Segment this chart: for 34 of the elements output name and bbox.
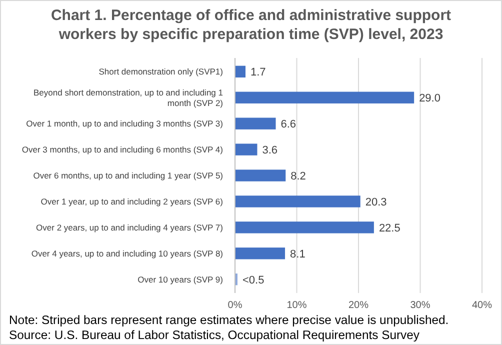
y-tick-label: Short demonstration only (SVP1) xyxy=(98,66,224,77)
bar xyxy=(235,196,360,208)
bar xyxy=(235,222,374,234)
y-tick-label: Over 1 year, up to and including 2 years (SVP 6) xyxy=(40,196,224,206)
bar xyxy=(235,170,286,182)
bar xyxy=(235,248,286,260)
x-tick-label: 30% xyxy=(410,300,430,311)
y-tick-label: Beyond short demonstration, up to and including 1 month (SVP 2) xyxy=(34,87,224,108)
bar xyxy=(235,92,414,104)
data-label: 6.6 xyxy=(280,118,296,131)
data-label: 1.7 xyxy=(250,66,266,79)
data-label: 22.5 xyxy=(378,222,400,234)
y-tick-label: Over 1 month, up to and including 3 months (SVP 3) xyxy=(26,118,224,129)
data-label: 8.1 xyxy=(290,248,306,260)
x-tick-label: 20% xyxy=(348,300,369,311)
x-tick-label: 10% xyxy=(286,300,307,311)
y-tick-label: Over 2 years, up to and including 4 years (SVP 7) xyxy=(36,222,224,232)
source-note: Source: U.S. Bureau of Labor Statistics, Occupational Requirements Survey xyxy=(9,328,420,342)
data-label: 20.3 xyxy=(365,196,387,208)
bar xyxy=(235,144,258,156)
data-label: <0.5 xyxy=(242,274,264,286)
x-tick-label: 0% xyxy=(228,300,242,311)
y-tick-label: Over 10 years (SVP 9) xyxy=(138,274,224,284)
data-label: 8.2 xyxy=(290,170,306,182)
data-label: 29.0 xyxy=(419,92,440,105)
y-tick-label: Over 3 months, up to and including 6 months (SVP 4) xyxy=(22,144,224,155)
data-label: 3.6 xyxy=(262,144,278,157)
bar xyxy=(235,66,246,78)
x-tick-label: 40% xyxy=(472,300,492,311)
text: Note: Striped bars represent range estimates where precise value is unpublished. xyxy=(9,313,449,327)
bar xyxy=(235,118,276,130)
y-tick-label: Over 6 months, up to and including 1 year (SVP 5) xyxy=(33,170,224,180)
chart-title: Chart 1. Percentage of office and administrative support workers by specific preparation time (SVP) level, 2023 xyxy=(50,7,452,43)
y-tick-label: Over 4 years, up to and including 10 years (SVP 8) xyxy=(31,248,224,258)
